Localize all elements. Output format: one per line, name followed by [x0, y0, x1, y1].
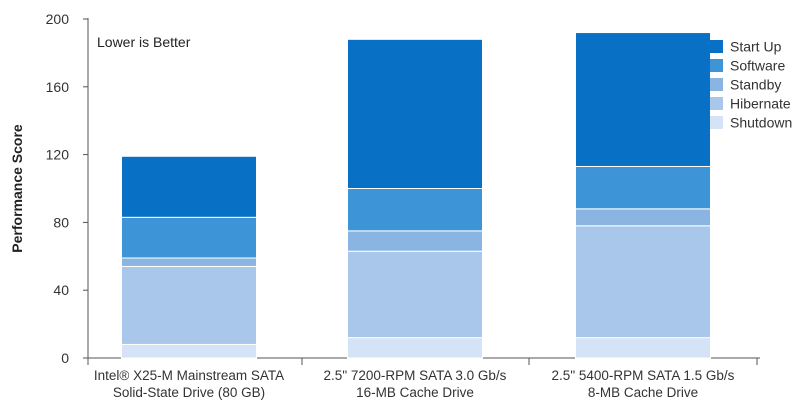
- x-category-label: 2.5" 7200-RPM SATA 3.0 Gb/s: [324, 368, 507, 383]
- x-category-label: 8-MB Cache Drive: [588, 385, 698, 400]
- y-tick-label: 160: [46, 79, 70, 95]
- y-tick-label: 200: [46, 11, 70, 27]
- bar-segment-standby: [575, 208, 711, 227]
- bar-segment-start-up: [347, 38, 483, 190]
- legend-swatch: [710, 40, 723, 53]
- bar-segment-shutdown: [347, 337, 483, 359]
- x-category-label: 2.5" 5400-RPM SATA 1.5 Gb/s: [552, 368, 735, 383]
- bar-segment-standby: [121, 257, 257, 267]
- bar-segment-standby: [347, 230, 483, 252]
- bar-segment-hibernate: [121, 265, 257, 345]
- y-tick-label: 0: [61, 350, 69, 366]
- y-axis-label: Performance Score: [9, 124, 25, 253]
- annotation-lower-is-better: Lower is Better: [97, 34, 191, 50]
- bars: [121, 32, 711, 359]
- bar-segment-hibernate: [575, 225, 711, 339]
- legend-swatch: [710, 78, 723, 91]
- legend-label: Start Up: [730, 39, 782, 55]
- bar-segment-software: [575, 165, 711, 210]
- legend: Start Up Software Standby Hibernate Shutdown: [710, 39, 792, 131]
- labels: Performance Score Lower is Better Intel® X…: [9, 34, 735, 400]
- bar-segment-software: [347, 188, 483, 232]
- x-category-label: 16-MB Cache Drive: [356, 385, 474, 400]
- legend-label: Shutdown: [730, 115, 792, 131]
- legend-swatch: [710, 97, 723, 110]
- bar-segment-start-up: [121, 155, 257, 218]
- bar-segment-hibernate: [347, 250, 483, 339]
- y-tick-label: 40: [53, 282, 69, 298]
- legend-swatch: [710, 116, 723, 129]
- x-category-label: Solid-State Drive (80 GB): [113, 385, 265, 400]
- bar-segment-start-up: [575, 32, 711, 167]
- legend-swatch: [710, 59, 723, 72]
- legend-label: Software: [730, 58, 785, 74]
- bar-segment-shutdown: [121, 343, 257, 359]
- bar-segment-software: [121, 216, 257, 259]
- y-tick-label: 80: [53, 214, 69, 230]
- x-category-label: Intel® X25-M Mainstream SATA: [94, 368, 284, 383]
- y-tick-label: 120: [46, 147, 70, 163]
- legend-label: Standby: [730, 77, 781, 93]
- bar-segment-shutdown: [575, 337, 711, 359]
- legend-label: Hibernate: [730, 96, 791, 112]
